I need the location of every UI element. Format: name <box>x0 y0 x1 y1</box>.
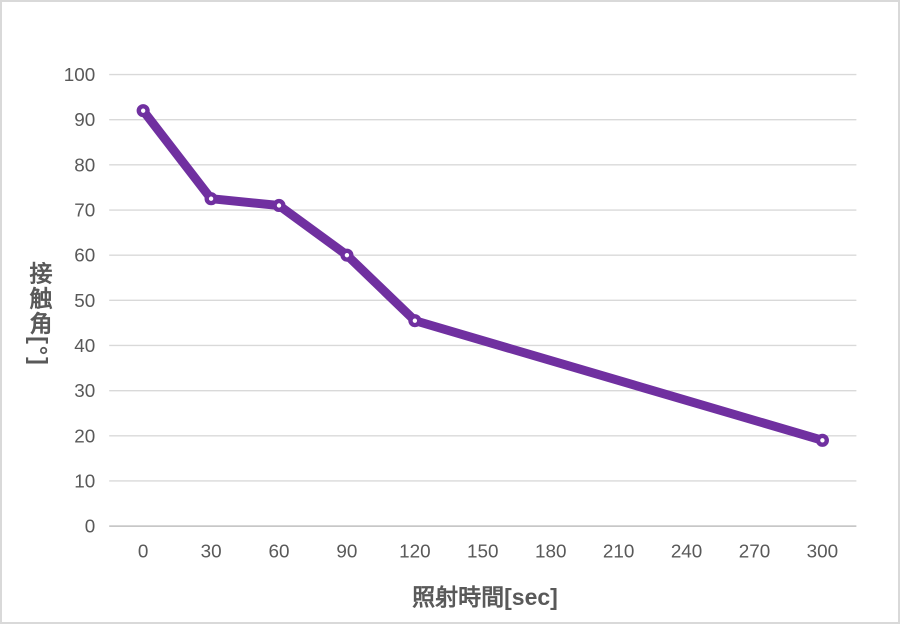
y-tick-label: 90 <box>74 109 95 130</box>
x-tick-label: 60 <box>269 540 290 561</box>
data-point-marker <box>815 433 829 447</box>
x-tick-label: 150 <box>467 540 498 561</box>
data-series-line <box>138 106 827 445</box>
y-tick-label: 30 <box>74 380 95 401</box>
y-axis-title: 接触角[°] <box>26 261 52 367</box>
y-tick-label: 0 <box>85 516 96 537</box>
data-point-marker <box>408 314 422 328</box>
data-point-marker <box>136 104 150 118</box>
x-tick-label: 180 <box>535 540 566 561</box>
x-tick-label: 120 <box>399 540 430 561</box>
data-point-marker <box>204 192 218 206</box>
y-tick-label: 100 <box>64 64 95 85</box>
data-point-marker <box>340 248 354 262</box>
x-axis-title: 照射時間[sec] <box>412 584 558 610</box>
y-tick-label: 60 <box>74 245 95 266</box>
x-tick-label: 270 <box>739 540 770 561</box>
x-tick-label: 0 <box>138 540 149 561</box>
data-point-marker <box>272 198 286 213</box>
x-tick-label: 210 <box>603 540 634 561</box>
y-tick-label: 50 <box>74 290 95 311</box>
x-tick-label: 240 <box>671 540 702 561</box>
y-tick-label: 20 <box>74 425 95 446</box>
x-tick-label: 90 <box>336 540 357 561</box>
y-tick-label: 70 <box>74 199 95 220</box>
y-tick-label: 80 <box>74 154 95 175</box>
x-tick-label: 300 <box>807 540 838 561</box>
y-tick-label: 40 <box>74 335 95 356</box>
x-tick-label: 30 <box>201 540 222 561</box>
y-tick-label: 10 <box>74 470 95 491</box>
